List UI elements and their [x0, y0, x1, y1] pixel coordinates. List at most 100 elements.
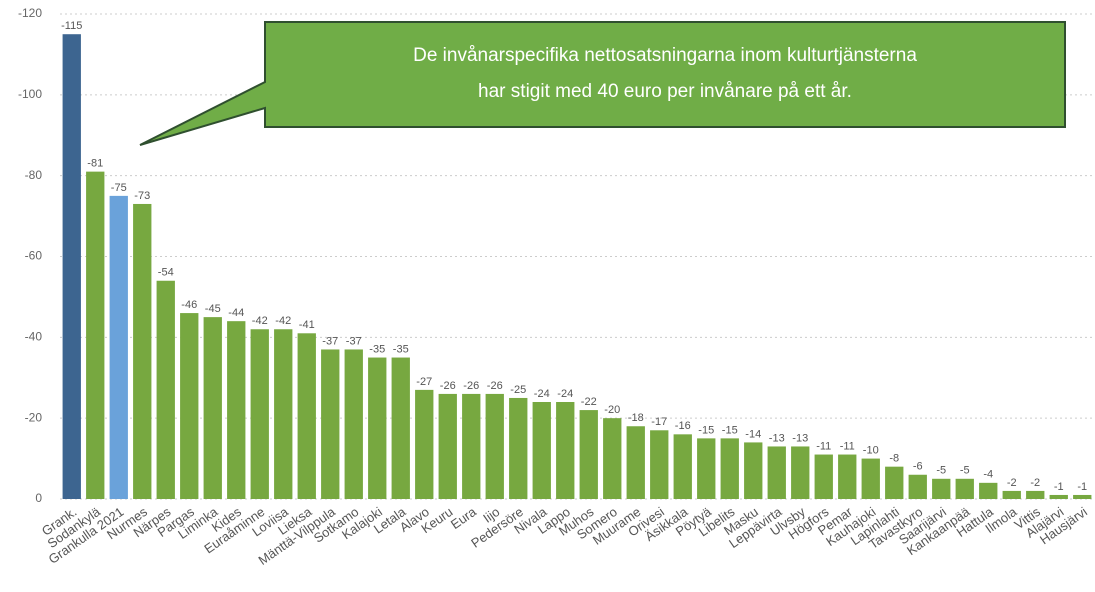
value-label: -13: [792, 432, 808, 444]
bar: [86, 171, 105, 499]
bar: [1073, 494, 1092, 499]
value-label: -8: [889, 453, 899, 465]
bar: [485, 393, 504, 499]
value-label: -14: [745, 428, 761, 440]
bar: [438, 393, 457, 499]
value-label: -2: [1007, 477, 1017, 489]
annotation-box: [139, 21, 1066, 146]
value-label: -81: [87, 158, 103, 170]
y-tick-label: -60: [25, 249, 43, 263]
value-label: -75: [111, 182, 127, 194]
bar: [297, 333, 316, 499]
value-label: -27: [416, 376, 432, 388]
bar: [227, 321, 246, 499]
value-label: -16: [675, 420, 691, 432]
y-tick-label: -100: [18, 87, 42, 101]
value-label: -20: [604, 404, 620, 416]
bar: [532, 402, 551, 499]
bar: [955, 478, 974, 499]
y-tick-label: 0: [35, 491, 42, 505]
value-label: -6: [913, 461, 923, 473]
value-label: -54: [158, 267, 174, 279]
y-tick-label: -120: [18, 6, 42, 20]
bar: [1049, 494, 1068, 499]
bar: [932, 478, 951, 499]
value-label: -5: [960, 465, 970, 477]
value-label: -26: [487, 380, 503, 392]
value-label: -1: [1054, 481, 1064, 493]
bar: [391, 357, 410, 499]
value-label: -26: [463, 380, 479, 392]
value-label: -44: [228, 307, 244, 319]
bar: [156, 280, 175, 499]
bar: [1026, 490, 1045, 499]
value-label: -24: [557, 388, 573, 400]
value-label: -18: [628, 412, 644, 424]
value-label: -25: [510, 384, 526, 396]
bar: [250, 329, 269, 499]
value-label: -17: [651, 416, 667, 428]
value-label: -115: [61, 20, 82, 32]
bar: [321, 349, 340, 499]
bar: [814, 454, 833, 499]
annotation-line: De invånarspecifika nettosatsningarna in…: [413, 45, 917, 66]
bar: [720, 438, 739, 499]
bar: [650, 430, 669, 499]
bar: [368, 357, 387, 499]
value-label: -46: [181, 299, 197, 311]
value-label: -37: [322, 335, 338, 347]
bar: [861, 458, 880, 499]
bar: [744, 442, 763, 499]
value-label: -2: [1030, 477, 1040, 489]
value-label: -1: [1077, 481, 1087, 493]
value-label: -4: [983, 469, 993, 481]
bar: [462, 393, 481, 499]
bar: [62, 34, 81, 499]
value-label: -11: [816, 440, 831, 452]
value-label: -15: [698, 424, 714, 436]
value-label: -73: [134, 190, 150, 202]
value-label: -42: [252, 315, 268, 327]
value-label: -15: [722, 424, 738, 436]
bar: [344, 349, 363, 499]
value-label: -37: [346, 335, 362, 347]
value-label: -26: [440, 380, 456, 392]
value-label: -42: [275, 315, 291, 327]
bar: [979, 482, 998, 499]
bar: [133, 203, 152, 500]
value-label: -22: [581, 396, 597, 408]
value-label: -24: [534, 388, 550, 400]
bar: [203, 317, 222, 499]
bar: [697, 438, 716, 499]
bar: [415, 389, 434, 499]
value-label: -35: [393, 343, 409, 355]
value-label: -5: [936, 465, 946, 477]
value-label: -13: [769, 432, 785, 444]
value-label: -45: [205, 303, 221, 315]
bar: [579, 410, 598, 499]
bar: [885, 466, 904, 499]
bar: [1002, 490, 1021, 499]
bar: [509, 397, 528, 499]
value-label: -41: [299, 319, 315, 331]
value-label: -35: [369, 343, 385, 355]
bar: [791, 446, 810, 499]
y-tick-label: -40: [25, 330, 43, 344]
x-tick-label: Eura: [448, 504, 480, 532]
bar: [767, 446, 786, 499]
bar: [673, 434, 692, 499]
value-label: -10: [863, 444, 879, 456]
bar: [109, 195, 128, 499]
y-tick-label: -80: [25, 168, 43, 182]
bar: [908, 474, 927, 499]
annotation-line: har stigit med 40 euro per invånare på e…: [478, 81, 852, 102]
bar: [180, 313, 199, 499]
y-tick-label: -20: [25, 410, 43, 424]
value-label: -11: [840, 440, 855, 452]
bar: [274, 329, 293, 499]
bar: [838, 454, 857, 499]
bar: [626, 426, 645, 499]
bar: [556, 402, 575, 499]
bar: [603, 418, 622, 499]
